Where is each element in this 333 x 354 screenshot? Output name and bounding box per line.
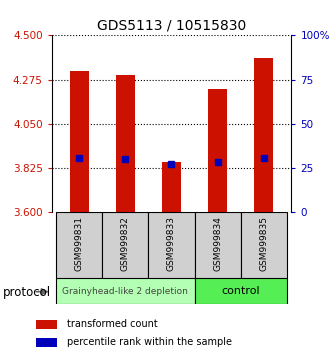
Bar: [208, 90, 227, 212]
Text: protocol: protocol: [3, 286, 52, 298]
Text: GSM999831: GSM999831: [75, 216, 84, 271]
Text: GSM999833: GSM999833: [167, 216, 176, 271]
Bar: [56, 278, 194, 304]
Text: control: control: [221, 286, 260, 296]
Bar: [241, 212, 287, 278]
Bar: [56, 212, 102, 278]
Bar: [254, 58, 273, 212]
Text: Grainyhead-like 2 depletion: Grainyhead-like 2 depletion: [63, 287, 188, 296]
Bar: [162, 162, 181, 212]
Text: percentile rank within the sample: percentile rank within the sample: [67, 337, 232, 347]
Bar: [116, 75, 135, 212]
Bar: [36, 338, 57, 347]
Text: GSM999832: GSM999832: [121, 216, 130, 271]
Bar: [36, 320, 57, 329]
Bar: [102, 212, 149, 278]
Text: GSM999835: GSM999835: [259, 216, 268, 271]
Bar: [194, 212, 241, 278]
Bar: [149, 212, 194, 278]
Bar: [70, 71, 89, 212]
Text: transformed count: transformed count: [67, 319, 158, 329]
Bar: [194, 278, 287, 304]
Title: GDS5113 / 10515830: GDS5113 / 10515830: [97, 19, 246, 33]
Text: GSM999834: GSM999834: [213, 216, 222, 271]
